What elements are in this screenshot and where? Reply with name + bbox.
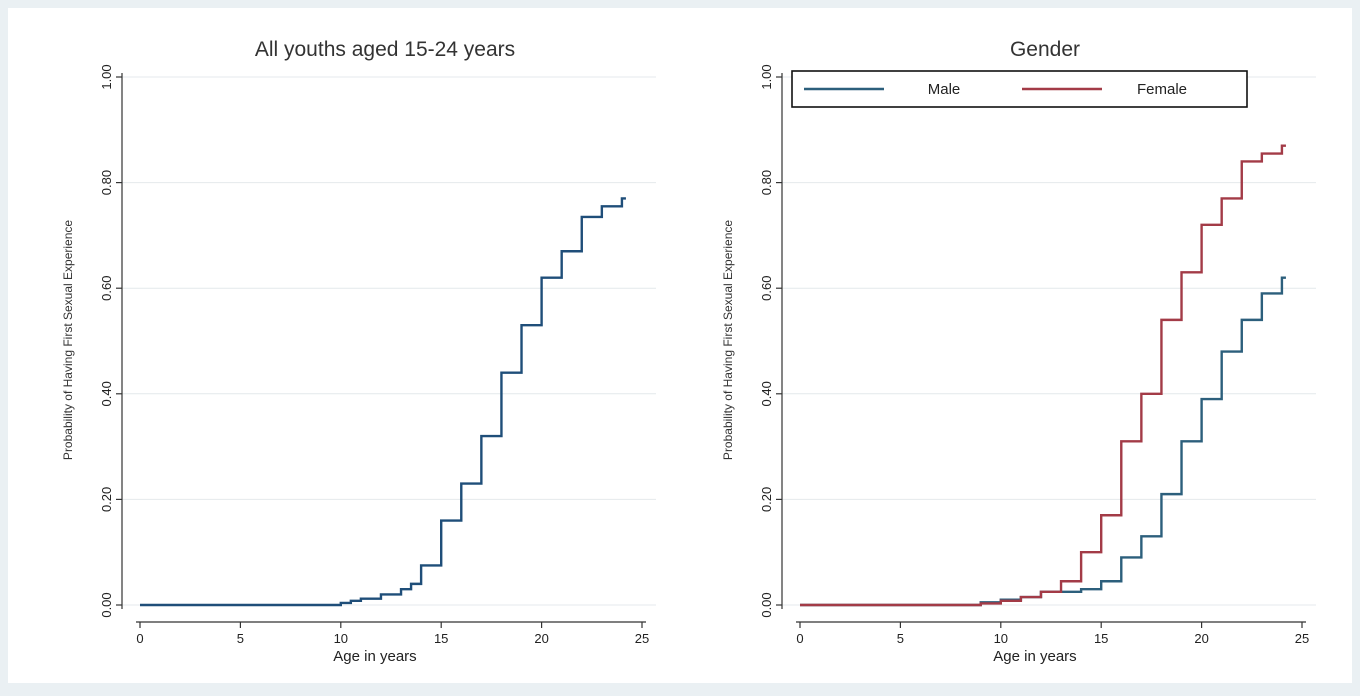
x-tick-label: 0 — [796, 631, 803, 646]
x-tick-label: 0 — [136, 631, 143, 646]
legend-label: Male — [928, 81, 961, 98]
y-tick-label: 0.40 — [759, 381, 774, 406]
y-tick-label: 0.00 — [99, 592, 114, 617]
y-tick-label: 0.60 — [99, 276, 114, 301]
legend-label: Female — [1137, 81, 1187, 98]
y-tick-label: 0.80 — [759, 170, 774, 195]
y-axis-title: Probability of Having First Sexual Exper… — [721, 220, 735, 460]
x-tick-label: 5 — [237, 631, 244, 646]
x-tick-label: 25 — [1295, 631, 1309, 646]
chart-panel-2: 0.00 0.20 0.40 0.60 0.80 1.00 0 5 10 15 20 25 Age in… — [721, 38, 1316, 665]
series-line-1 — [140, 197, 626, 607]
x-tick-label: 15 — [1094, 631, 1108, 646]
y-axis-title: Probability of Having First Sexual Exper… — [61, 220, 75, 460]
x-tick-label: 25 — [635, 631, 649, 646]
x-tick-label: 20 — [534, 631, 548, 646]
legend: Male Female — [791, 70, 1248, 108]
x-axis-title: Age in years — [333, 648, 416, 665]
y-tick-label: 0.40 — [99, 381, 114, 406]
x-tick-label: 20 — [1194, 631, 1208, 646]
y-tick-label: 0.00 — [759, 592, 774, 617]
chart-title: All youths aged 15-24 years — [255, 38, 515, 61]
plot-area — [122, 62, 656, 622]
x-tick-label: 10 — [994, 631, 1008, 646]
y-tick-label: 0.20 — [759, 487, 774, 512]
y-tick-label: 0.60 — [759, 276, 774, 301]
x-axis-title: Age in years — [993, 648, 1076, 665]
plot-area — [782, 62, 1316, 622]
y-tick-label: 0.20 — [99, 487, 114, 512]
x-tick-label: 5 — [897, 631, 904, 646]
chart-title: Gender — [1010, 38, 1080, 61]
x-tick-label: 15 — [434, 631, 448, 646]
y-tick-label: 1.00 — [759, 64, 774, 89]
y-tick-label: 0.80 — [99, 170, 114, 195]
chart-panel-1: 0.00 0.20 0.40 0.60 0.80 1.00 0 5 10 15 20 25 Age in… — [61, 38, 656, 665]
x-tick-label: 10 — [334, 631, 348, 646]
y-tick-label: 1.00 — [99, 64, 114, 89]
series-line-female — [800, 144, 1286, 607]
